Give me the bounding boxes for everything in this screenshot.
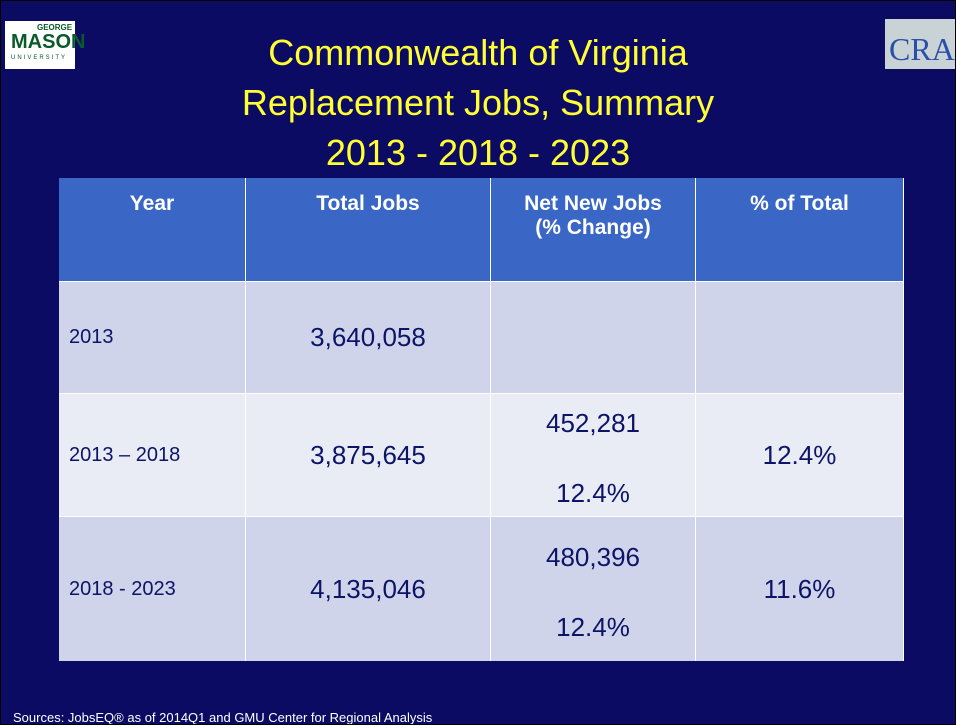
sources: Sources: JobsEQ® as of 2014Q1 and GMU Ce…: [13, 710, 433, 725]
table-cell: 11.6%: [696, 516, 904, 661]
table-cell: 2018 - 2023: [59, 516, 246, 661]
header-cell: Total Jobs: [246, 178, 491, 281]
year: 2013 – 2018: [69, 443, 181, 466]
header-text: Net New Jobs: [524, 192, 662, 215]
total-jobs: 3,640,058: [310, 322, 426, 352]
table-cell: 480,396 12.4%: [491, 516, 696, 661]
title-line: Commonwealth of Virginia: [268, 32, 688, 73]
year: 2013: [69, 326, 114, 348]
header-cell: Net New Jobs (% Change): [491, 178, 696, 281]
table-cell: [696, 281, 904, 393]
header-text: Total Jobs: [316, 192, 420, 215]
cra-logo: CRA: [885, 19, 955, 69]
header-cell: Year: [59, 178, 246, 281]
share: 12.4%: [762, 439, 837, 470]
net-new: 480,396: [546, 541, 640, 572]
logo-text: CRA: [889, 31, 955, 67]
table-cell: 3,875,645: [246, 393, 491, 516]
table-cell: 4,135,046: [246, 516, 491, 661]
table-cell: 2013: [59, 281, 246, 393]
net-new: 452,281: [546, 407, 640, 438]
total-jobs: 4,135,046: [310, 573, 426, 604]
header-cell: % of Total: [696, 178, 904, 281]
logo-text: UNIVERSITY: [11, 55, 68, 61]
logo-text: GEORGE: [37, 23, 73, 32]
logo-text: MASON: [11, 31, 86, 53]
table-cell: 12.4%: [696, 393, 904, 516]
title-line: Replacement Jobs, Summary: [241, 82, 715, 123]
table-cell: 452,281 12.4%: [491, 393, 696, 516]
total-jobs: 3,875,645: [310, 439, 426, 470]
gmu-logo: GEORGE MASON UNIVERSITY: [5, 21, 85, 69]
table-cell: 2013 – 2018: [59, 393, 246, 516]
net-new: 12.4%: [556, 611, 630, 642]
table-cell: 3,640,058: [246, 281, 491, 393]
year: 2018 - 2023: [69, 577, 176, 600]
net-new: 12.4%: [556, 477, 630, 508]
table-cell: [491, 281, 696, 393]
header-text: (% Change): [535, 216, 651, 239]
share: 11.6%: [763, 573, 836, 604]
title-line: 2013 - 2018 - 2023: [325, 132, 631, 173]
header-text: % of Total: [750, 192, 849, 215]
header-text: Year: [129, 192, 175, 215]
